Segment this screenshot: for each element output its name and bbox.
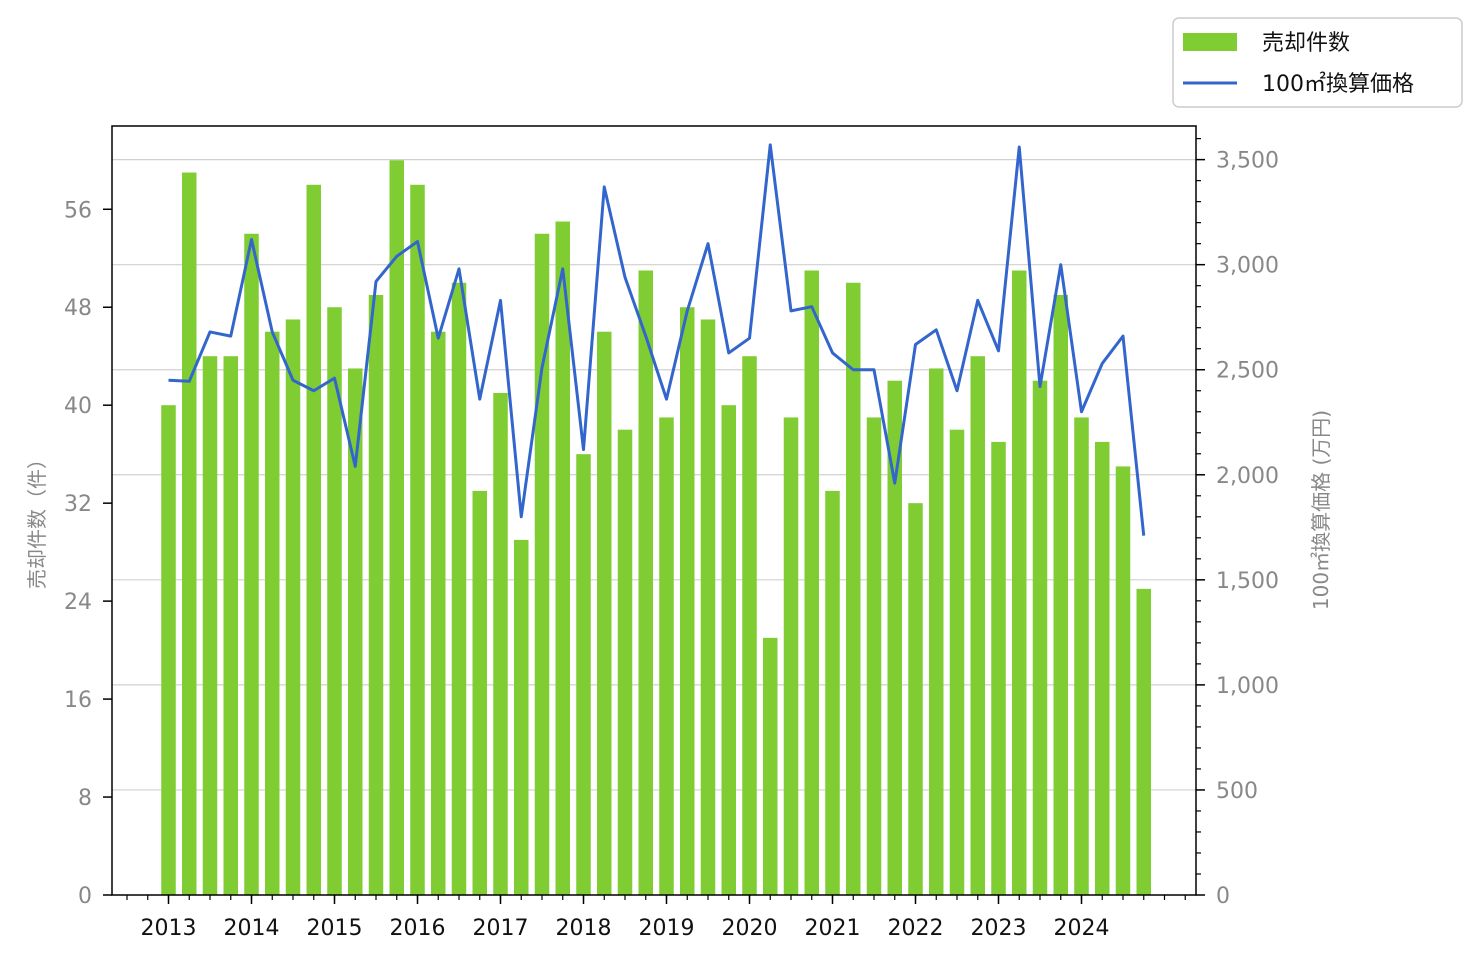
bar <box>285 319 301 896</box>
bar <box>638 270 653 895</box>
price-line <box>168 143 1146 536</box>
left-axis-title: 売却件数（件） <box>25 449 49 589</box>
bar <box>306 184 321 895</box>
left-tick-label: 40 <box>64 394 92 419</box>
x-tick-label: 2016 <box>390 916 446 941</box>
bar <box>825 490 840 895</box>
x-tick-label: 2015 <box>307 916 363 941</box>
bar <box>348 368 363 895</box>
line-series <box>168 143 1146 536</box>
bar <box>265 331 280 896</box>
bar <box>431 331 446 896</box>
x-tick-label: 2020 <box>722 916 778 941</box>
left-tick-label: 8 <box>78 786 92 811</box>
bar <box>368 294 384 895</box>
bar <box>908 503 923 895</box>
left-axis: 0 8 16 24 32 40 48 56 <box>64 198 112 909</box>
bar <box>327 307 342 895</box>
x-tick-label: 2017 <box>473 916 529 941</box>
x-tick-label: 2021 <box>805 916 861 941</box>
x-tick-label: 2024 <box>1054 916 1110 941</box>
right-tick-label: 2,500 <box>1216 359 1279 384</box>
bar <box>534 233 550 896</box>
bar <box>970 356 985 895</box>
bar <box>846 282 861 895</box>
bar <box>1012 270 1027 895</box>
legend-line-label: 100㎡換算価格 <box>1262 71 1414 97</box>
bar <box>617 429 633 895</box>
bar <box>804 270 819 895</box>
bar-series <box>161 160 1151 896</box>
bar <box>1053 294 1068 895</box>
x-tick-label: 2019 <box>639 916 695 941</box>
bar <box>514 539 529 895</box>
bar <box>576 454 591 895</box>
bar <box>783 417 799 895</box>
bar <box>659 417 674 895</box>
bar <box>1095 441 1110 895</box>
bar <box>389 160 404 895</box>
legend-box <box>1172 17 1463 108</box>
x-tick-label: 2014 <box>224 916 280 941</box>
bar <box>680 307 695 895</box>
x-tick-label: 2018 <box>556 916 612 941</box>
bar <box>1032 380 1048 895</box>
bar <box>929 368 944 895</box>
right-axis-title: 100㎡換算価格 (万円) <box>1309 410 1333 610</box>
bar <box>1136 588 1151 895</box>
legend: 売却件数 100㎡換算価格 <box>1172 17 1463 108</box>
legend-bar-swatch <box>1183 33 1237 51</box>
bar <box>161 405 176 895</box>
bar <box>887 380 902 895</box>
bar <box>182 172 197 895</box>
bar <box>410 184 425 895</box>
right-tick-label: 3,500 <box>1216 149 1279 174</box>
x-tick-label: 2013 <box>141 916 197 941</box>
bar <box>1115 466 1131 895</box>
bar <box>202 356 218 895</box>
x-tick-label: 2022 <box>888 916 944 941</box>
left-tick-label: 32 <box>64 492 92 517</box>
left-tick-label: 0 <box>78 884 92 909</box>
right-tick-label: 3,000 <box>1216 254 1279 279</box>
bar <box>700 319 716 896</box>
bar <box>949 429 965 895</box>
bar <box>493 392 508 895</box>
right-tick-label: 0 <box>1216 884 1230 909</box>
right-tick-label: 1,500 <box>1216 569 1279 594</box>
right-tick-label: 1,000 <box>1216 674 1279 699</box>
bar <box>721 405 736 895</box>
right-axis: 0 500 1,000 1,500 2,000 2,500 3,000 3,500 <box>1196 138 1279 909</box>
left-tick-label: 16 <box>64 688 92 713</box>
bar <box>223 356 238 895</box>
x-axis: 2013 2014 2015 2016 2017 2018 2019 2020 2021 2022… <box>126 895 1186 941</box>
bar <box>866 417 882 895</box>
left-tick-label: 24 <box>64 590 92 615</box>
bar <box>763 637 778 895</box>
bar <box>555 221 570 895</box>
left-tick-label: 48 <box>64 296 92 321</box>
bar <box>451 282 467 895</box>
legend-bar-label: 売却件数 <box>1262 31 1350 56</box>
bar <box>991 441 1006 895</box>
bar <box>244 233 259 896</box>
left-tick-label: 56 <box>64 198 92 223</box>
bar <box>597 331 612 896</box>
plot-frame <box>111 125 1197 896</box>
bar <box>472 490 487 895</box>
right-tick-label: 500 <box>1216 779 1258 804</box>
bar <box>1074 417 1089 895</box>
x-tick-label: 2023 <box>971 916 1027 941</box>
right-tick-label: 2,000 <box>1216 464 1279 489</box>
bar <box>742 356 757 895</box>
